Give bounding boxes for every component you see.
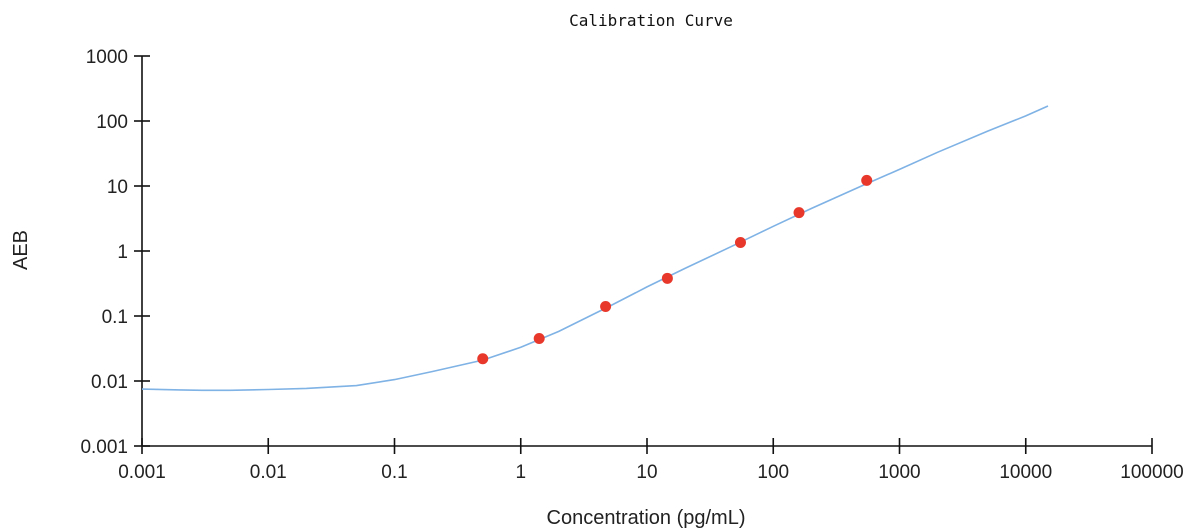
y-tick-label: 0.001 <box>80 437 128 458</box>
plot-area: 0.001 0.01 0.1 1 10 100 1000 10000 100000 0.001 0.… <box>80 47 1183 483</box>
y-tick-label: 1000 <box>86 47 128 68</box>
y-tick-label: 1 <box>117 242 128 263</box>
y-tick-label: 0.1 <box>102 307 128 328</box>
x-tick-label: 100000 <box>1120 462 1183 483</box>
x-tick-label: 10 <box>636 462 657 483</box>
y-axis-label: AEB <box>10 230 32 270</box>
y-tick-label: 10 <box>107 177 128 198</box>
fit-curve <box>141 105 1049 392</box>
x-tick-label: 0.01 <box>250 462 287 483</box>
data-point <box>734 237 746 249</box>
y-tick-label: 0.01 <box>91 372 128 393</box>
x-tick-label: 0.1 <box>381 462 407 483</box>
x-axis-label: Concentration (pg/mL) <box>547 507 746 529</box>
x-tick-label: 1 <box>515 462 526 483</box>
x-tick-label: 1000 <box>878 462 920 483</box>
x-tick-label: 0.001 <box>118 462 166 483</box>
y-tick-label: 100 <box>96 112 128 133</box>
data-point <box>600 301 612 313</box>
chart-title: Calibration Curve <box>569 11 733 30</box>
x-tick-label: 100 <box>757 462 789 483</box>
data-point <box>861 174 873 186</box>
data-point <box>793 207 805 219</box>
data-point <box>533 333 545 345</box>
x-tick-label: 10000 <box>999 462 1052 483</box>
data-point <box>661 272 673 284</box>
data-point <box>477 353 489 365</box>
